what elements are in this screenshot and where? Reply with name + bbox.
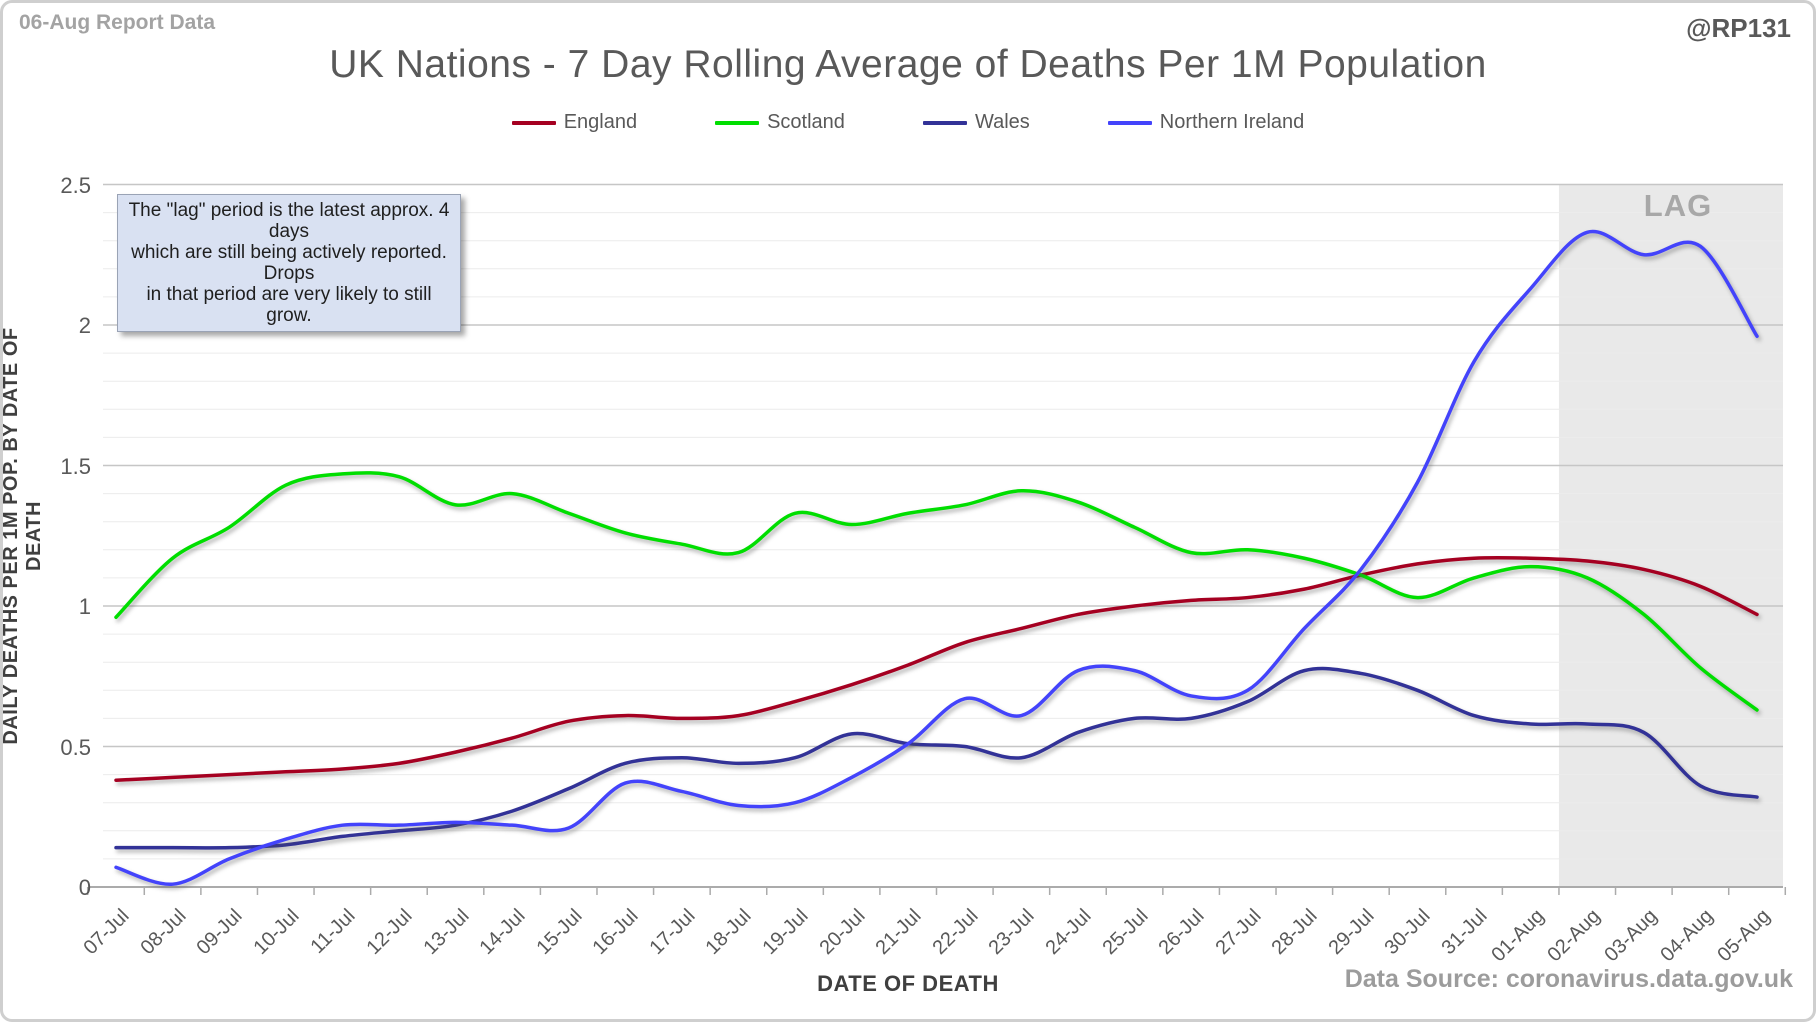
series-line-northern-ireland [114, 229, 1759, 886]
series-line-scotland [114, 471, 1759, 712]
lag-annotation-box: The "lag" period is the latest approx. 4… [117, 194, 461, 332]
chart-title: UK Nations - 7 Day Rolling Average of De… [329, 43, 1487, 86]
annotation-line-2: which are still being actively reported.… [131, 242, 447, 284]
legend: England Scotland Wales Northern Ireland [3, 111, 1813, 134]
legend-item-scotland: Scotland [715, 111, 845, 134]
annotation-line-1: The "lag" period is the latest approx. 4… [128, 200, 450, 242]
y-axis-title: DAILY DEATHS PER 1M POP. BY DATE OF DEAT… [0, 327, 45, 745]
legend-swatch [511, 120, 556, 125]
lag-band [1558, 184, 1783, 887]
series-line-england [114, 555, 1759, 782]
y-tick-label: 0.5 [60, 734, 91, 760]
y-tick-label: 2 [78, 313, 91, 338]
legend-label: England [563, 111, 638, 133]
legend-swatch [715, 120, 760, 125]
legend-swatch [922, 120, 967, 125]
data-source-label: Data Source: coronavirus.data.gov.uk [1344, 965, 1793, 993]
author-watermark: @RP131 [1686, 13, 1791, 43]
plot-area [86, 183, 1787, 895]
lag-band-label: LAG [1643, 188, 1713, 223]
legend-item-wales: Wales [922, 111, 1030, 134]
series-line-wales [114, 666, 1759, 850]
y-tick-label: 1 [78, 594, 91, 619]
y-tick-label: 1.5 [60, 453, 91, 479]
legend-swatch [1107, 120, 1152, 125]
legend-label: Northern Ireland [1159, 111, 1305, 133]
report-date-label: 06-Aug Report Data [19, 11, 216, 34]
y-tick-label: 0 [78, 875, 91, 900]
legend-label: Scotland [767, 111, 845, 133]
legend-item-england: England [511, 111, 638, 134]
legend-label: Wales [974, 111, 1030, 133]
legend-item-northern-ireland: Northern Ireland [1107, 111, 1305, 134]
annotation-line-3: in that period are very likely to still … [146, 284, 432, 326]
y-tick-label: 2.5 [60, 172, 91, 198]
x-axis-title: DATE OF DEATH [817, 971, 999, 996]
